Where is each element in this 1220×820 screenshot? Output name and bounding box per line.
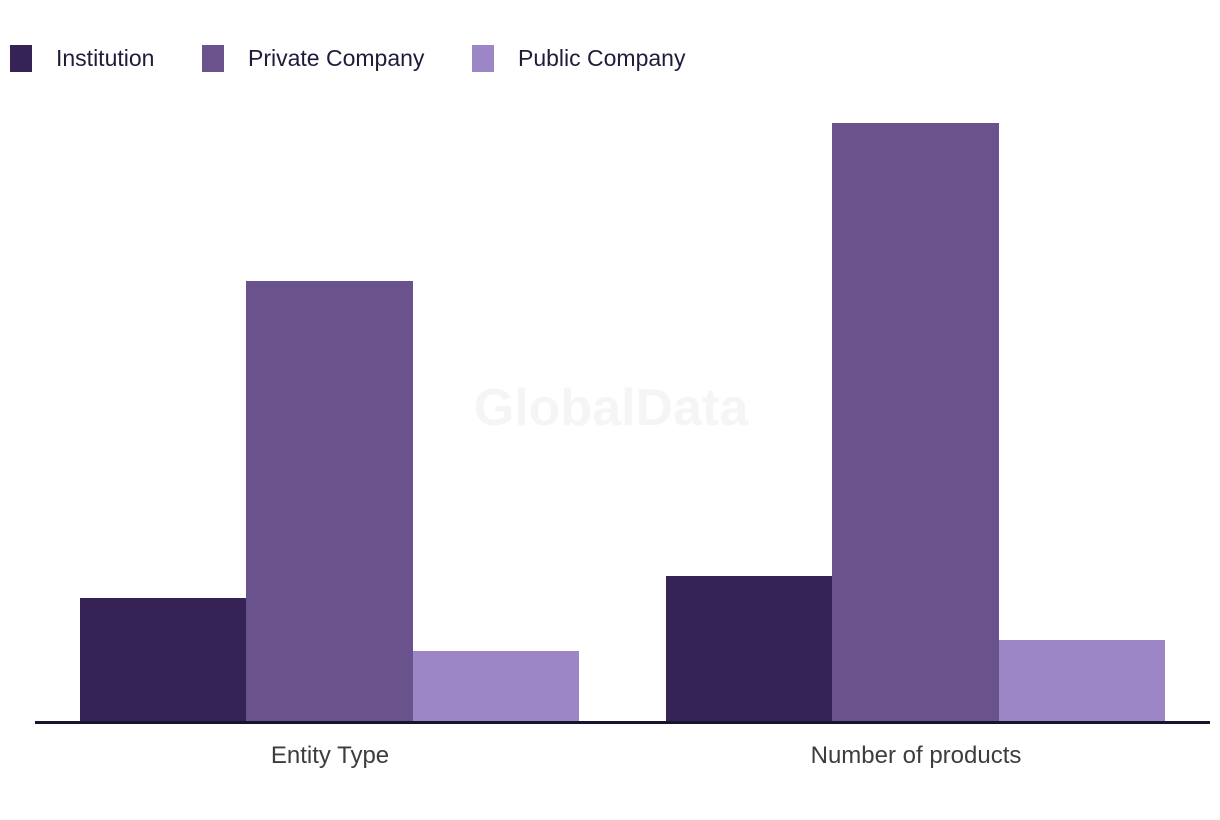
bar-entity-type-private-company[interactable]: [246, 281, 413, 723]
bar-number-of-products-institution[interactable]: [666, 576, 833, 723]
legend-swatch-public-company: [472, 44, 494, 72]
legend-label-institution: Institution: [56, 44, 155, 71]
bar-number-of-products-public-company[interactable]: [998, 640, 1165, 723]
legend-item-private-company[interactable]: Private Company: [202, 44, 424, 72]
bar-entity-type-institution[interactable]: [80, 598, 247, 723]
legend-swatch-private-company: [202, 44, 224, 72]
x-axis-label-number-of-products: Number of products: [810, 742, 1022, 769]
legend-swatch-institution: [10, 44, 32, 72]
legend-item-institution[interactable]: Institution: [10, 44, 154, 72]
x-axis-line: [35, 721, 1210, 724]
legend-label-private-company: Private Company: [248, 44, 425, 71]
globaldata-watermark: GlobalData: [473, 379, 749, 437]
bar-number-of-products-private-company[interactable]: [832, 123, 999, 723]
bar-entity-type-public-company[interactable]: [412, 651, 579, 723]
legend-item-public-company[interactable]: Public Company: [472, 44, 685, 72]
legend-label-public-company: Public Company: [518, 44, 686, 71]
x-axis-label-entity-type: Entity Type: [270, 742, 390, 769]
